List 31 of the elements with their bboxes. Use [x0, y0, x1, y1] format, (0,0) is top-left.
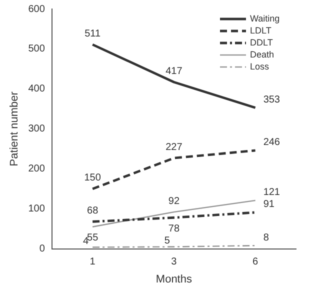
x-tick-label: 6: [252, 256, 259, 268]
data-label: 246: [263, 137, 280, 148]
data-label: 8: [263, 232, 270, 244]
y-tick-label: 200: [28, 164, 46, 175]
legend-label: LDLT: [250, 25, 272, 36]
y-tick-label: 0: [39, 244, 46, 255]
legend-label: Waiting: [250, 13, 280, 24]
data-label: 91: [263, 199, 275, 210]
data-label: 121: [263, 187, 280, 198]
x-axis-title: Months: [156, 273, 192, 286]
legend-label: Death: [250, 49, 274, 60]
y-tick-label: 600: [28, 4, 46, 15]
data-label: 511: [84, 28, 101, 40]
x-tick-label: 1: [90, 256, 96, 268]
data-label: 78: [168, 223, 180, 234]
data-label: 55: [87, 232, 99, 244]
data-label: 417: [166, 66, 183, 77]
x-tick-label: 3: [171, 256, 178, 268]
data-label: 5: [164, 236, 170, 247]
data-label: 92: [168, 196, 180, 207]
y-tick-label: 400: [28, 84, 46, 95]
y-tick-label: 500: [28, 44, 46, 55]
data-label: 68: [87, 205, 99, 216]
legend-label: Loss: [250, 61, 270, 72]
y-tick-label: 300: [28, 124, 46, 135]
data-label: 150: [84, 172, 102, 184]
data-label: 353: [263, 94, 280, 106]
y-axis-title: Patient number: [8, 91, 21, 166]
data-label: 227: [166, 142, 183, 153]
legend-label: DDLT: [250, 37, 274, 48]
y-tick-label: 100: [28, 204, 46, 215]
